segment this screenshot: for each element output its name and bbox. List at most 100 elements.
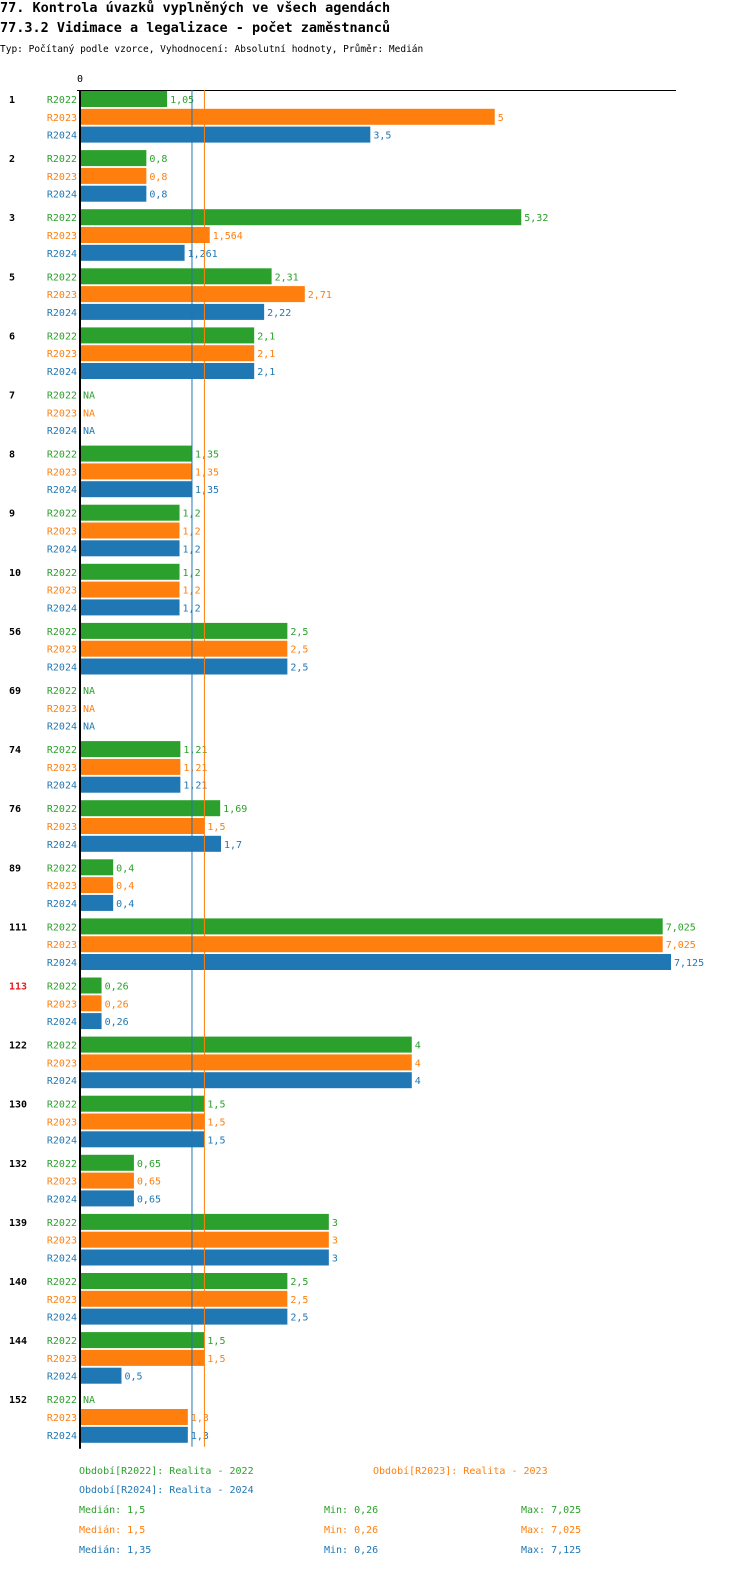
data-label: 0,65 — [137, 1194, 161, 1205]
series-label: R2022 — [47, 1395, 77, 1406]
bar — [80, 540, 180, 557]
series-label: R2023 — [47, 1413, 77, 1424]
bar — [80, 1349, 205, 1366]
category-label: 111 — [9, 922, 27, 933]
bar — [80, 481, 192, 498]
series-label: R2023 — [47, 822, 77, 833]
bar — [80, 108, 495, 125]
series-label: R2024 — [47, 485, 77, 496]
data-label: 1,21 — [183, 781, 207, 792]
data-label: 1,05 — [170, 95, 194, 106]
series-label: R2022 — [47, 804, 77, 815]
category-label: 56 — [9, 627, 21, 638]
bar — [80, 758, 181, 775]
category-label: 74 — [9, 745, 21, 756]
data-label: 2,5 — [290, 1313, 308, 1324]
data-label: NA — [83, 686, 95, 697]
bar — [80, 640, 288, 657]
data-label: NA — [83, 426, 95, 437]
data-label: 1,5 — [207, 822, 225, 833]
series-label: R2023 — [47, 527, 77, 538]
data-label: 5 — [498, 113, 504, 124]
series-label: R2024 — [47, 249, 77, 260]
data-label: 2,5 — [290, 1295, 308, 1306]
series-label: R2022 — [47, 450, 77, 461]
data-label: 0,4 — [116, 899, 134, 910]
series-label: R2023 — [47, 113, 77, 124]
series-label: R2024 — [47, 1431, 77, 1442]
data-label: 3 — [332, 1218, 338, 1229]
data-label: 4 — [415, 1041, 421, 1052]
data-label: 1,3 — [191, 1413, 209, 1424]
data-label: 2,31 — [275, 272, 299, 283]
bar — [80, 1036, 412, 1053]
bar — [80, 1172, 134, 1189]
bar — [80, 800, 221, 817]
series-label: R2024 — [47, 663, 77, 674]
series-label: R2022 — [47, 154, 77, 165]
series-label: R2024 — [47, 1017, 77, 1028]
data-label: 1,21 — [183, 745, 207, 756]
bar — [80, 463, 192, 480]
bar — [80, 345, 255, 362]
bar — [80, 244, 185, 261]
category-label: 139 — [9, 1218, 27, 1229]
series-label: R2023 — [47, 1118, 77, 1129]
data-label: 4 — [415, 1058, 421, 1069]
bar — [80, 1332, 205, 1349]
bar — [80, 1308, 288, 1325]
data-label: 7,025 — [666, 940, 696, 951]
bar — [80, 894, 114, 911]
series-label: R2024 — [47, 1372, 77, 1383]
series-label: R2023 — [47, 704, 77, 715]
series-label: R2024 — [47, 1194, 77, 1205]
data-label: 2,71 — [308, 290, 332, 301]
data-label: 1,5 — [207, 1100, 225, 1111]
series-label: R2022 — [47, 568, 77, 579]
stat-median-2024: Medián: 1,35 — [79, 1545, 152, 1556]
series-label: R2022 — [47, 272, 77, 283]
bar — [80, 1095, 205, 1112]
category-label: 1 — [9, 95, 15, 106]
bar — [80, 1409, 188, 1425]
series-label: R2024 — [47, 840, 77, 851]
stat-min-2022: Min: 0,26 — [324, 1505, 379, 1516]
legend-period-2023: Období[R2023]: Realita - 2023 — [373, 1466, 548, 1477]
series-label: R2024 — [47, 722, 77, 733]
bar — [80, 209, 522, 226]
stat-median-2023: Medián: 1,5 — [79, 1525, 146, 1536]
data-label: 1,7 — [224, 840, 242, 851]
series-label: R2023 — [47, 940, 77, 951]
series-label: R2022 — [47, 1218, 77, 1229]
bar — [80, 227, 210, 243]
series-label: R2024 — [47, 603, 77, 614]
series-label: R2024 — [47, 781, 77, 792]
chart-title: 77. Kontrola úvazků vyplněných ve všech … — [0, 0, 391, 16]
stat-min-2024: Min: 0,26 — [324, 1545, 379, 1556]
bar — [80, 936, 663, 953]
data-label: 2,1 — [257, 331, 275, 342]
data-label: 2,1 — [257, 349, 275, 360]
category-label: 76 — [9, 804, 21, 815]
bar — [80, 599, 180, 616]
category-label: 9 — [9, 509, 15, 520]
series-label: R2022 — [47, 922, 77, 933]
data-label: 1,5 — [207, 1336, 225, 1347]
series-label: R2023 — [47, 645, 77, 656]
bar — [80, 1426, 188, 1443]
data-label: 1,5 — [207, 1354, 225, 1365]
bar — [80, 167, 147, 184]
chart-type-description: Typ: Počítaný podle vzorce, Vyhodnocení:… — [0, 44, 424, 55]
series-label: R2023 — [47, 231, 77, 242]
data-label: 7,125 — [674, 958, 704, 969]
series-label: R2022 — [47, 1041, 77, 1052]
series-label: R2023 — [47, 999, 77, 1010]
series-label: R2023 — [47, 467, 77, 478]
data-label: 0,4 — [116, 863, 134, 874]
bar — [80, 1190, 134, 1207]
category-label: 152 — [9, 1395, 27, 1406]
data-label: 0,8 — [149, 154, 167, 165]
series-label: R2023 — [47, 290, 77, 301]
bar — [80, 126, 371, 143]
data-label: 0,65 — [137, 1159, 161, 1170]
